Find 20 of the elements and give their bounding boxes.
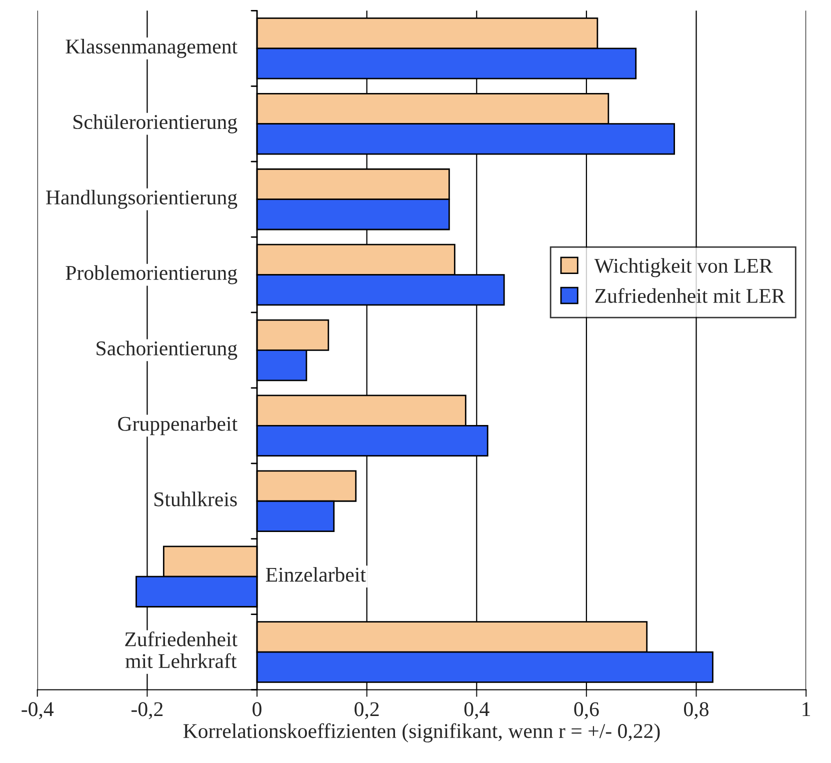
x-tick-label: -0,2 (131, 702, 163, 720)
y-tick-label: Klassenmanagement (66, 38, 238, 58)
x-tick-label: 0 (252, 702, 262, 716)
x-tick-label: 1 (802, 702, 810, 716)
x-tick-label: 0,2 (354, 702, 379, 720)
x-tick-label: 0,6 (574, 702, 599, 720)
legend-label: Wichtigkeit von LER (594, 258, 773, 278)
y-tick-label: Stuhlkreis (154, 492, 237, 506)
y-tick-label: Schülerorientierung (74, 114, 238, 134)
y-tick-label: Handlungsorientierung (46, 190, 238, 209)
x-tick-label: 0,8 (684, 702, 708, 720)
legend-label: Zufriedenheit mit LER (595, 288, 786, 303)
x-axis-title: Korrelationskoeffizienten (signifikant, wenn r = +/- 0,22) (183, 723, 660, 742)
y-tick-label: Problemorientierung (66, 265, 238, 284)
y-tick-label: Einzelarbeit (266, 567, 366, 582)
x-tick-label: 0,4 (464, 702, 490, 720)
y-tick-label: Zufriedenheit mit Lehrkraft (125, 631, 238, 668)
y-tick-label: Sachorientierung (96, 340, 238, 360)
x-tick-label: -0,4 (22, 702, 54, 720)
y-tick-label: Gruppenarbeit (118, 416, 238, 436)
